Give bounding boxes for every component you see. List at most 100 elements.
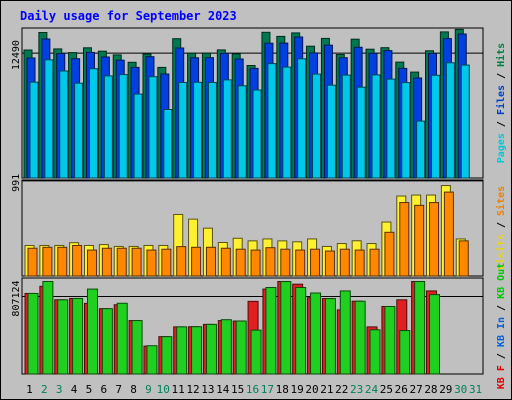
day-label: 5	[86, 383, 93, 396]
day-label: 16	[246, 383, 259, 396]
bar-sites	[354, 249, 365, 277]
day-label: 4	[71, 383, 78, 396]
bar-pages	[237, 85, 247, 179]
bar-pages	[118, 74, 128, 179]
legend-entry: KB In	[496, 317, 507, 347]
bar-kb-out	[72, 297, 84, 375]
legend-entry: Pages	[496, 133, 507, 163]
day-labels: 1 2 3 4 5 6 7 8 9 10 11 12 13 14 15 16 17 18 19 20 21 22 23 24 2…	[26, 383, 482, 396]
day-label: 20	[305, 383, 318, 396]
bar-pages	[341, 74, 351, 179]
legend-separator: /	[496, 347, 507, 365]
bar-pages	[401, 82, 411, 179]
day-label: 11	[172, 383, 185, 396]
bar-kb-out	[42, 281, 54, 375]
legend-entry: KB F	[496, 365, 507, 389]
bar-kb-out	[235, 320, 247, 375]
bar-pages	[74, 82, 84, 179]
bar-sites	[369, 248, 380, 277]
bar-sites	[250, 249, 261, 277]
bar-kb-out	[27, 292, 39, 375]
bar-kb-out	[86, 288, 98, 375]
bar-sites	[414, 204, 425, 277]
legend-entry: Hits	[495, 43, 507, 67]
bar-sites	[116, 247, 127, 277]
bar-kb-out	[116, 302, 128, 375]
day-label: 8	[130, 383, 137, 396]
bar-pages	[207, 82, 217, 179]
bar-pages	[416, 120, 426, 179]
bar-sites	[205, 246, 216, 277]
bar-sites	[72, 244, 83, 277]
bar-pages	[267, 63, 277, 179]
y-tick-label: 12490	[11, 40, 22, 70]
legend-label: Visits / Sites	[495, 186, 507, 270]
day-label: 7	[115, 383, 122, 396]
day-label: 27	[409, 383, 422, 396]
day-label: 17	[261, 383, 274, 396]
legend-separator: /	[496, 216, 507, 234]
bar-pages	[133, 93, 143, 179]
bar-kb-out	[280, 281, 292, 375]
day-label: 21	[320, 383, 333, 396]
bar-sites	[101, 247, 112, 277]
bar-pages	[178, 82, 188, 179]
day-label: 6	[100, 383, 107, 396]
legend-entry: Visits	[495, 234, 507, 270]
day-label: 9	[145, 383, 152, 396]
bar-sites	[265, 247, 276, 277]
day-label: 31	[469, 383, 482, 396]
bar-pages	[356, 86, 366, 179]
bar-sites	[339, 248, 350, 277]
bar-pages	[59, 70, 69, 179]
y-tick-label: 807124	[11, 280, 22, 316]
day-label: 15	[231, 383, 244, 396]
legend-separator: /	[496, 299, 507, 317]
visits-sites-panel: 991 Visits / Sites	[11, 174, 507, 277]
day-label: 30	[454, 383, 467, 396]
bar-kb-out	[205, 323, 217, 375]
day-label: 1	[26, 383, 33, 396]
day-label: 28	[424, 383, 437, 396]
bar-kb-out	[250, 329, 262, 375]
bar-pages	[222, 79, 232, 179]
bar-sites	[458, 240, 469, 277]
bar-sites	[220, 247, 231, 277]
bar-kb-out	[354, 300, 366, 375]
day-label: 25	[380, 383, 393, 396]
bar-kb-out	[384, 305, 396, 375]
bar-kb-out	[310, 292, 322, 375]
bar-sites	[86, 249, 97, 277]
day-label: 24	[365, 383, 379, 396]
bar-pages	[460, 64, 470, 179]
y-tick-label: 991	[11, 174, 22, 192]
bar-sites	[161, 248, 172, 277]
bar-kb-out	[414, 281, 426, 375]
bar-sites	[443, 191, 454, 277]
bar-kb-out	[295, 287, 307, 375]
bar-pages	[163, 109, 173, 179]
bar-kb-out	[176, 326, 188, 375]
bar-kb-out	[265, 287, 277, 375]
day-label: 13	[201, 383, 214, 396]
hits-files-pages-panel: 12490 Pages / Files / Hits	[11, 27, 507, 179]
day-label: 14	[216, 383, 230, 396]
bar-kb-out	[146, 345, 158, 375]
day-label: 19	[290, 383, 303, 396]
bar-kb-out	[57, 299, 69, 375]
bar-sites	[280, 248, 291, 277]
legend-label: Pages / Files / Hits	[495, 43, 507, 163]
legend-separator: /	[496, 115, 507, 133]
legend-entry: Sites	[495, 186, 507, 216]
bar-sites	[235, 248, 246, 277]
bar-sites	[295, 249, 306, 277]
bar-kb-out	[131, 320, 143, 375]
bar-sites	[191, 246, 202, 277]
bar-sites	[399, 202, 410, 277]
day-label: 2	[41, 383, 48, 396]
bar-sites	[131, 247, 142, 277]
bar-kb-out	[429, 294, 441, 375]
bar-kb-out	[339, 290, 351, 375]
bar-sites	[57, 246, 68, 277]
bar-sites	[42, 246, 53, 277]
